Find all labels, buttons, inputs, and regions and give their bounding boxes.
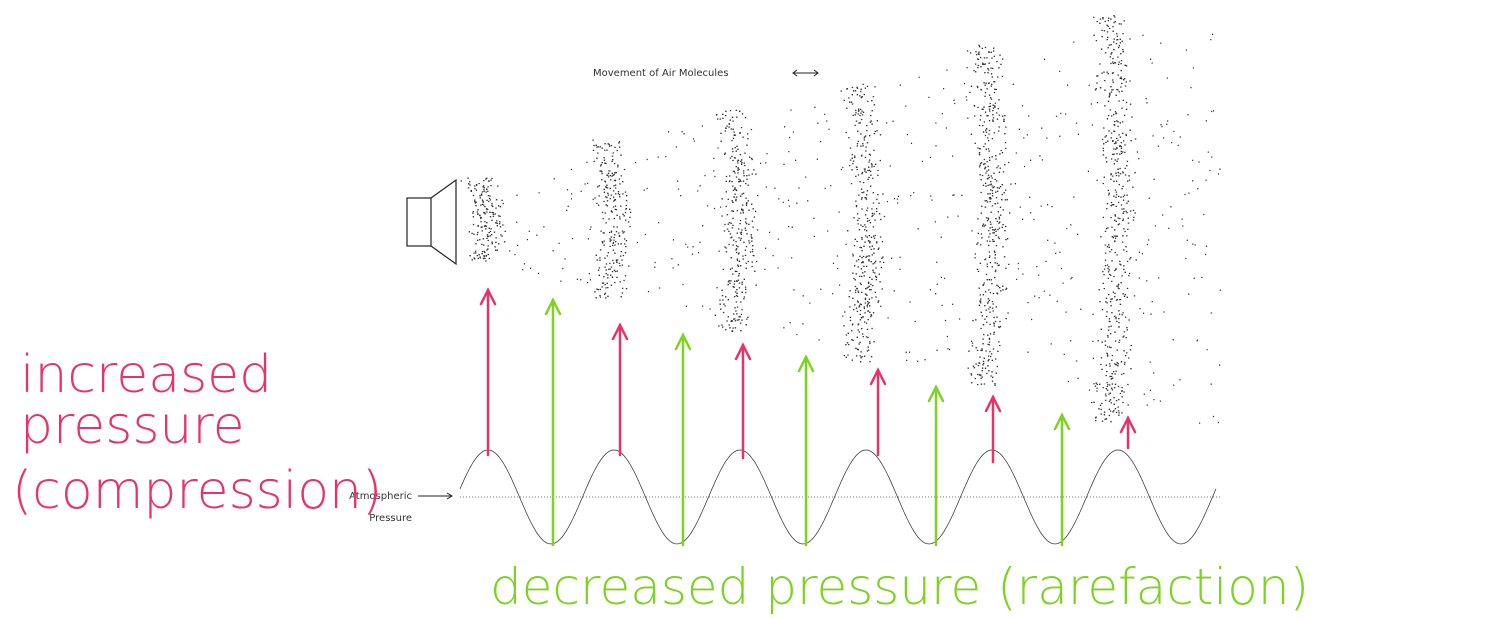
speaker-body [407, 198, 431, 246]
increased-label: (compression) [12, 461, 382, 521]
movement-label: Movement of Air Molecules [593, 68, 729, 79]
double-arrow [793, 70, 818, 76]
diagram: Movement of Air Molecules Atmospheric Pr… [0, 0, 1505, 619]
decreased-label: decreased pressure (rarefaction) [490, 558, 1309, 616]
speaker-cone [431, 180, 456, 264]
molecule-dots [461, 16, 1221, 424]
increased-label: pressure [20, 396, 245, 456]
arrows [481, 290, 1135, 545]
air-molecules [461, 16, 1221, 424]
pointer-arrow [418, 493, 452, 499]
